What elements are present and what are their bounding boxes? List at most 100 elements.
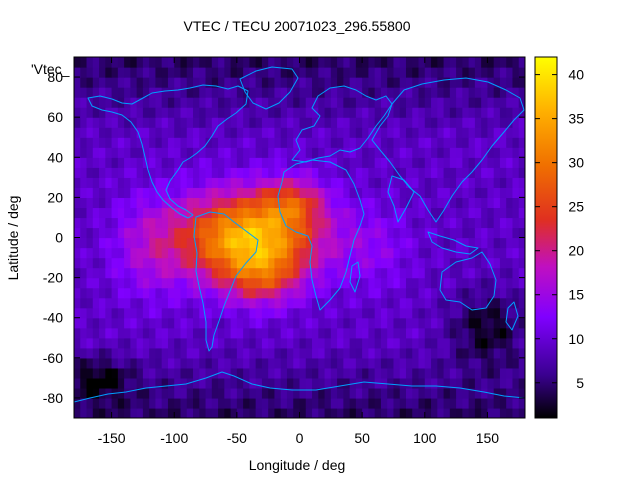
heatmap-cell: [380, 247, 388, 259]
heatmap-cell: [468, 267, 476, 279]
heatmap-cell: [493, 207, 501, 219]
heatmap-cell: [92, 277, 100, 289]
heatmap-cell: [355, 177, 363, 188]
y-tick-label: 60: [47, 109, 63, 125]
heatmap-cell: [337, 107, 344, 118]
heatmap-cell: [255, 237, 263, 249]
heatmap-cell: [443, 87, 451, 98]
heatmap-cell: [399, 137, 407, 148]
heatmap-cell: [330, 317, 338, 329]
heatmap-cell: [92, 117, 100, 128]
colorbar-tick-label: 5: [576, 375, 584, 391]
heatmap-cell: [280, 267, 288, 279]
heatmap-cell: [362, 387, 369, 399]
heatmap-cell: [374, 107, 382, 118]
heatmap-cell: [80, 177, 88, 188]
heatmap-cell: [518, 377, 525, 389]
heatmap-cell: [218, 177, 225, 188]
heatmap-cell: [186, 127, 194, 138]
heatmap-cell: [243, 327, 250, 339]
heatmap-cell: [142, 307, 150, 319]
heatmap-cell: [74, 297, 81, 309]
heatmap-cell: [243, 147, 250, 158]
heatmap-cell: [230, 277, 238, 289]
heatmap-cell: [449, 167, 457, 178]
heatmap-cell: [174, 107, 182, 118]
heatmap-cell: [124, 67, 131, 78]
heatmap-cell: [155, 77, 163, 88]
heatmap-cell: [493, 227, 501, 239]
heatmap-cell: [393, 337, 401, 349]
heatmap-cell: [286, 407, 294, 418]
heatmap-cell: [487, 287, 495, 299]
heatmap-cell: [349, 257, 357, 269]
heatmap-cell: [318, 207, 326, 219]
heatmap-cell: [174, 97, 182, 108]
heatmap-cell: [105, 117, 113, 128]
heatmap-cell: [211, 387, 219, 399]
heatmap-cell: [405, 137, 413, 148]
heatmap-cell: [249, 87, 257, 98]
heatmap-cell: [456, 267, 463, 279]
heatmap-cell: [399, 117, 407, 128]
heatmap-cell: [405, 157, 413, 168]
heatmap-cell: [343, 177, 351, 188]
heatmap-cell: [456, 227, 463, 239]
heatmap-cell: [405, 387, 413, 399]
heatmap-cell: [224, 207, 232, 219]
coastlines: [74, 66, 525, 418]
heatmap-cell: [443, 217, 451, 229]
heatmap-cell: [481, 367, 489, 379]
heatmap-cell: [443, 97, 451, 108]
heatmap-cell: [330, 267, 338, 279]
heatmap-cell: [462, 217, 470, 229]
heatmap-cell: [405, 107, 413, 118]
heatmap-cell: [224, 277, 232, 289]
heatmap-cell: [474, 377, 482, 389]
heatmap-cell: [362, 397, 369, 409]
heatmap-cell: [349, 397, 357, 409]
heatmap-cell: [236, 357, 244, 369]
heatmap-cell: [393, 57, 401, 68]
heatmap-cell: [368, 397, 376, 409]
heatmap-cell: [337, 187, 344, 198]
heatmap-cell: [518, 267, 525, 279]
heatmap-cell: [312, 177, 319, 188]
heatmap-cell: [105, 307, 113, 319]
heatmap-cell: [305, 57, 313, 68]
heatmap-cell: [393, 387, 401, 399]
heatmap-cell: [74, 357, 81, 369]
heatmap-cell: [268, 127, 276, 138]
heatmap-cell: [368, 367, 376, 379]
heatmap-cell: [387, 337, 395, 349]
heatmap-cell: [111, 177, 119, 188]
heatmap-cell: [174, 397, 182, 409]
heatmap-cell: [92, 317, 100, 329]
heatmap-cell: [337, 217, 344, 229]
heatmap-cell: [355, 397, 363, 409]
heatmap-cell: [130, 127, 138, 138]
heatmap-cell: [337, 347, 344, 359]
heatmap-cell: [130, 387, 138, 399]
heatmap-cell: [74, 137, 81, 148]
heatmap-cell: [443, 307, 451, 319]
heatmap-cell: [99, 297, 106, 309]
heatmap-cell: [299, 77, 307, 88]
heatmap-cell: [74, 397, 81, 409]
heatmap-cell: [468, 197, 476, 209]
heatmap-cell: [418, 157, 426, 168]
heatmap-cell: [255, 87, 263, 98]
heatmap-cell: [180, 407, 188, 418]
heatmap-cell: [293, 237, 301, 249]
heatmap-cell: [230, 97, 238, 108]
heatmap-cell: [499, 287, 507, 299]
heatmap-cell: [268, 147, 276, 158]
heatmap-cell: [224, 167, 232, 178]
heatmap-cell: [136, 67, 144, 78]
heatmap-cell: [418, 217, 426, 229]
heatmap-cell: [218, 127, 225, 138]
heatmap-cell: [418, 187, 426, 198]
heatmap-cell: [474, 157, 482, 168]
heatmap-cell: [330, 237, 338, 249]
heatmap-cell: [462, 117, 470, 128]
